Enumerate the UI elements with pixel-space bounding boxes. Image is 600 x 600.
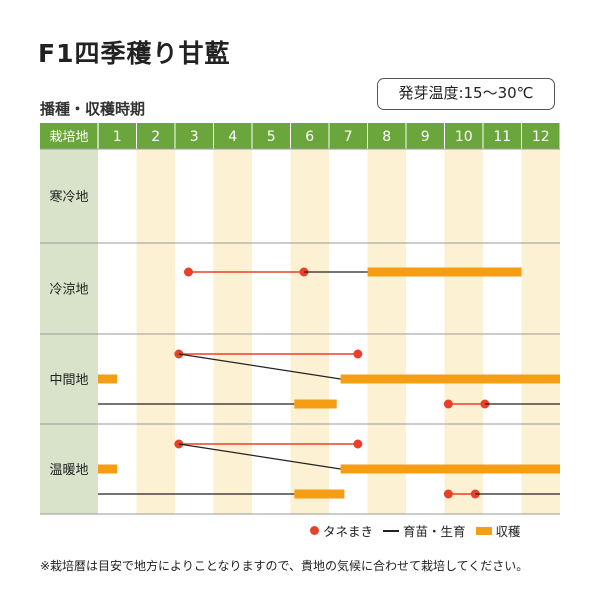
month-label: 4 (228, 129, 237, 145)
legend-grow-label: 育苗・生育 (403, 524, 466, 539)
region-label: 冷涼地 (49, 283, 88, 298)
region-label-column (40, 149, 98, 514)
sow-dot (443, 489, 453, 499)
harvest-bar (294, 489, 345, 499)
harvest-bar (367, 267, 522, 277)
grow-line (178, 443, 341, 470)
month-label: 11 (493, 129, 511, 145)
month-label: 2 (151, 129, 160, 145)
month-label: 8 (382, 129, 391, 145)
month-label: 5 (267, 129, 276, 145)
legend-harvest: 収穫 (475, 521, 521, 540)
header-bar (40, 123, 560, 149)
month-label: 1 (113, 129, 122, 145)
region-label: 温暖地 (49, 463, 88, 478)
month-label: 7 (344, 129, 353, 145)
page-title: F1四季穫り甘藍 (38, 39, 231, 68)
harvest-bar (340, 464, 560, 474)
sow-dot (353, 439, 363, 449)
sow-dot-icon (310, 526, 319, 535)
month-stripe (367, 149, 406, 514)
header-label: 栽培地 (49, 129, 88, 145)
region-label: 寒冷地 (49, 189, 88, 205)
month-stripe (136, 149, 175, 514)
month-stripe (290, 149, 329, 514)
region-label: 中間地 (49, 373, 88, 388)
harvest-bar (98, 374, 118, 384)
legend-harvest-label: 収穫 (495, 524, 521, 539)
harvest-bar (294, 399, 337, 409)
grow-line (178, 353, 341, 380)
harvest-bar (98, 464, 118, 474)
germination-temperature-badge: 発芽温度:15～30℃ (377, 78, 555, 110)
sow-dot (443, 399, 453, 409)
legend-sow: タネまき (310, 521, 373, 540)
sow-dot (353, 349, 363, 359)
legend: タネまき 育苗・生育 収穫 (300, 521, 521, 540)
harvest-bar (340, 374, 560, 384)
month-label: 10 (455, 129, 473, 145)
harvest-bar-icon (475, 526, 492, 535)
month-label: 3 (190, 129, 199, 145)
chart-subtitle: 播種・収穫時期 (40, 100, 146, 118)
footnote: ※栽培暦は目安で地方によりことなりますので、貴地の気候に合わせて栽培してください… (40, 559, 529, 573)
grow-line-icon (383, 529, 400, 532)
month-label: 12 (532, 129, 550, 145)
sow-dot (183, 267, 193, 277)
legend-grow: 育苗・生育 (383, 521, 466, 540)
month-stripe (444, 149, 483, 514)
month-label: 6 (305, 129, 314, 145)
month-label: 9 (421, 129, 430, 145)
legend-sow-label: タネまき (323, 524, 374, 539)
month-stripe (213, 149, 252, 514)
month-stripe (521, 149, 560, 514)
